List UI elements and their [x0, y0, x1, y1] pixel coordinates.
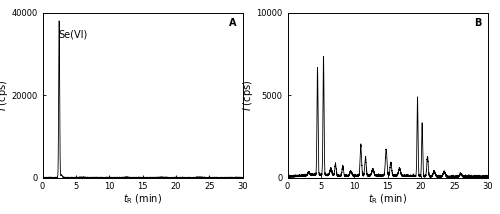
- Text: A: A: [229, 18, 236, 28]
- Text: B: B: [474, 18, 482, 28]
- Y-axis label: $I$ (cps): $I$ (cps): [241, 80, 255, 111]
- Y-axis label: $I$ (cps): $I$ (cps): [0, 80, 10, 111]
- X-axis label: $t_\mathrm{R}$ (min): $t_\mathrm{R}$ (min): [123, 193, 162, 207]
- Text: Se(VI): Se(VI): [58, 29, 88, 39]
- X-axis label: $t_\mathrm{R}$ (min): $t_\mathrm{R}$ (min): [368, 193, 407, 207]
